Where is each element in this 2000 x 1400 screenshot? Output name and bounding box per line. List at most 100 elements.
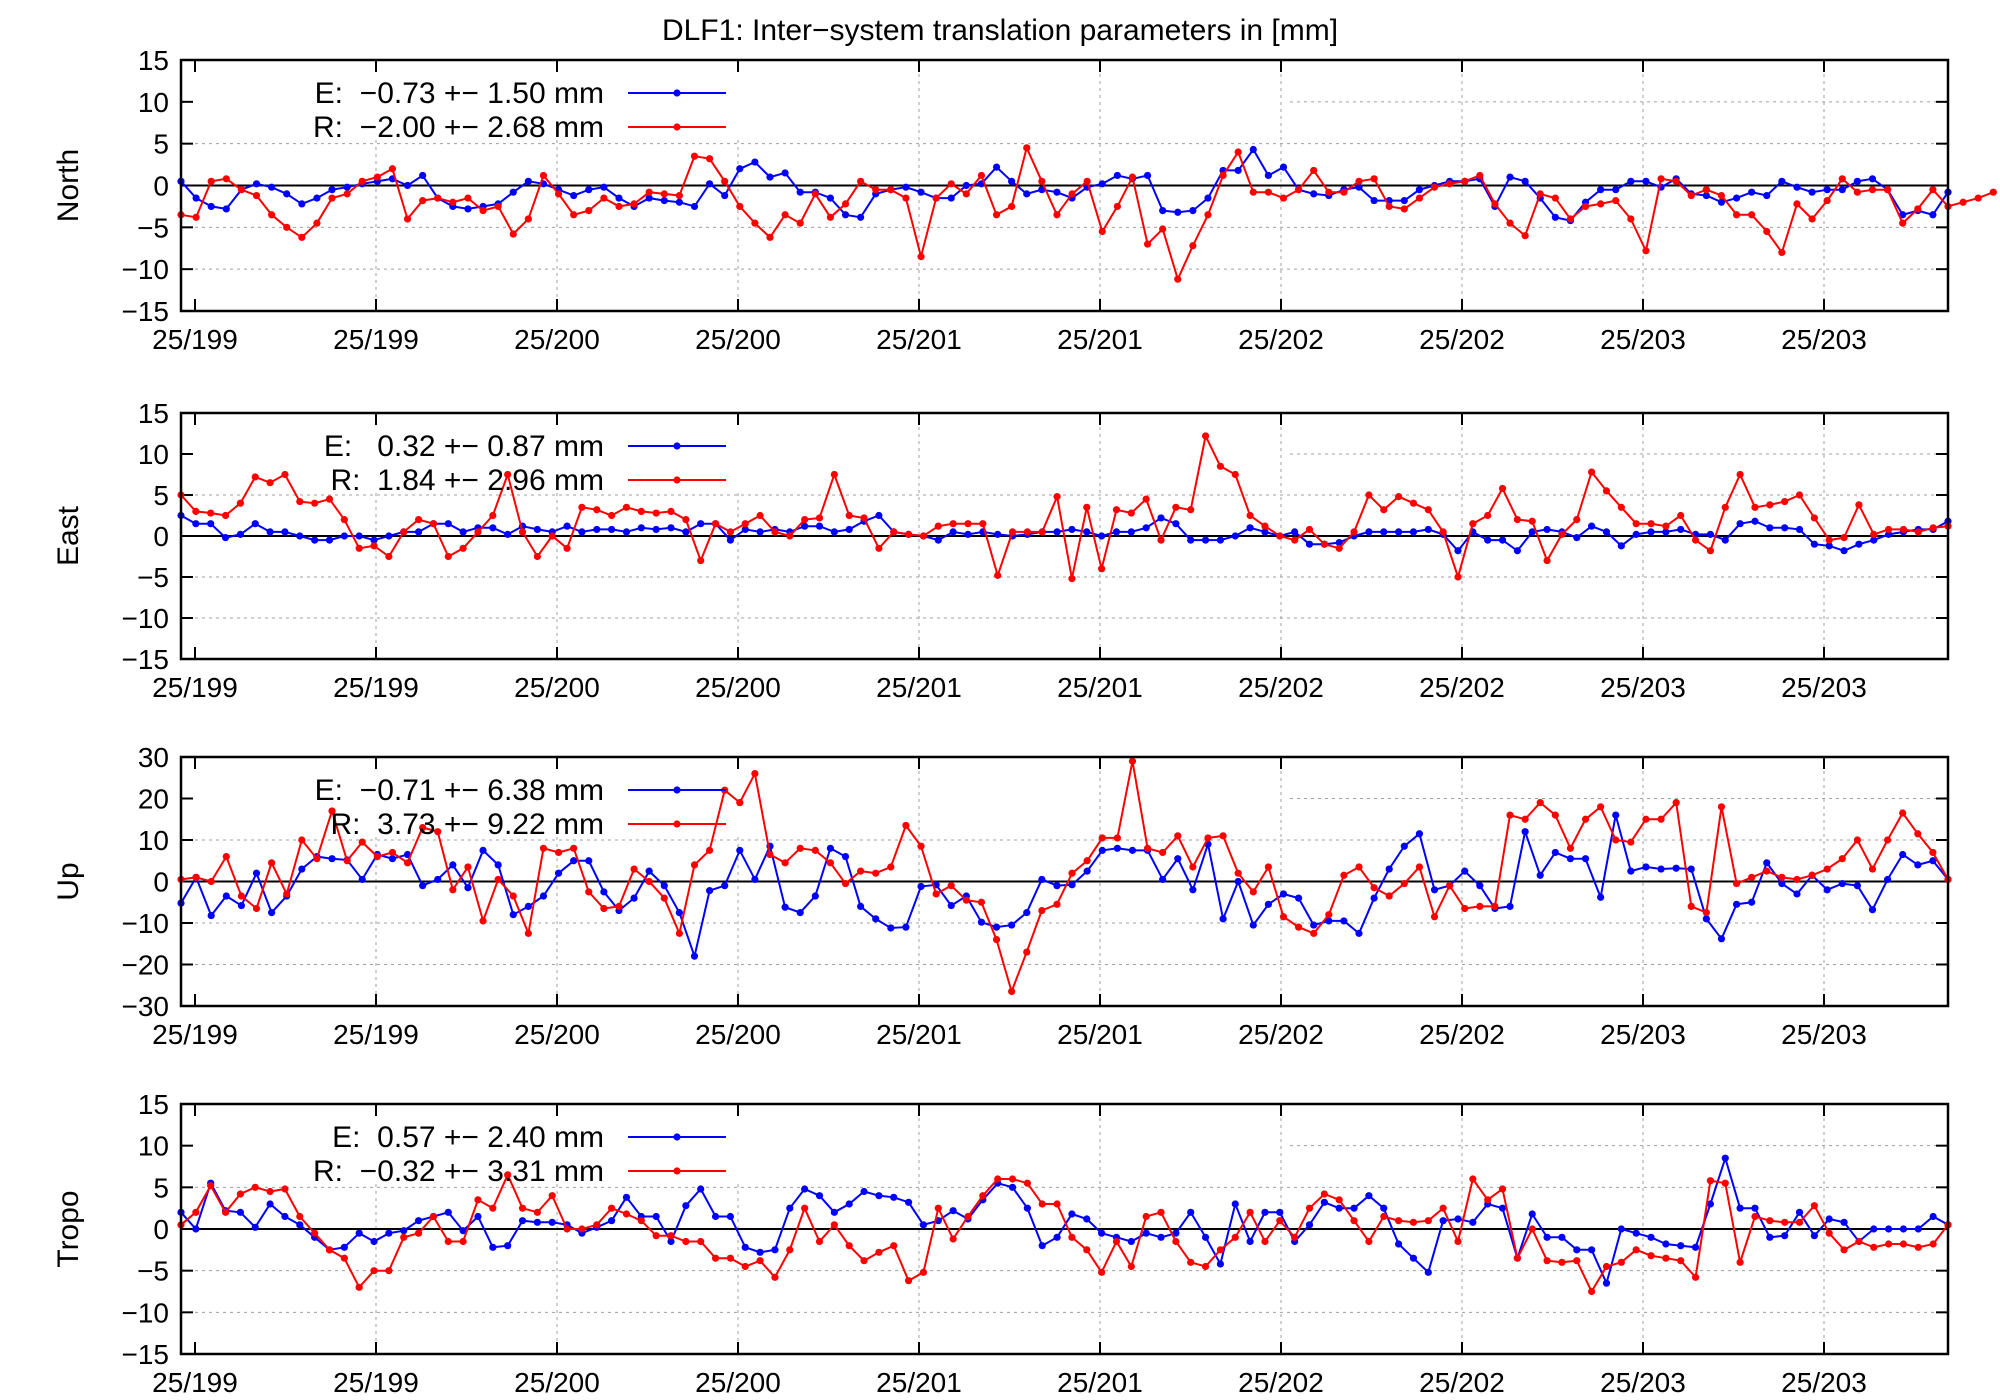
data-point — [857, 177, 865, 185]
data-point — [1400, 196, 1408, 205]
data-point — [1400, 205, 1408, 213]
data-point — [1899, 211, 1907, 219]
data-point — [682, 516, 690, 524]
data-point — [721, 882, 729, 890]
data-point — [400, 1227, 408, 1235]
data-point — [1424, 1268, 1432, 1276]
data-point — [1142, 524, 1150, 532]
data-point — [1581, 815, 1590, 823]
data-point — [1249, 921, 1257, 929]
data-point — [1083, 177, 1091, 185]
data-point — [890, 1242, 898, 1250]
data-point — [1159, 207, 1167, 215]
data-point — [1642, 863, 1650, 871]
data-point — [1840, 547, 1848, 555]
data-point — [236, 499, 244, 507]
data-point — [1566, 855, 1575, 863]
data-point — [1929, 524, 1937, 532]
data-point — [489, 511, 497, 520]
data-point — [1491, 200, 1499, 208]
data-point — [524, 929, 532, 937]
x-tick-label: 25/201 — [876, 672, 962, 703]
data-point — [298, 836, 306, 844]
data-point — [358, 838, 366, 846]
data-point — [1113, 171, 1121, 180]
data-point — [459, 1227, 467, 1235]
data-point — [919, 1221, 928, 1229]
data-point — [1778, 248, 1786, 257]
data-point — [949, 1207, 957, 1215]
data-point — [266, 479, 274, 487]
data-point — [1506, 173, 1514, 181]
x-tick-label: 25/202 — [1419, 672, 1505, 703]
data-point — [1335, 1196, 1343, 1204]
data-point — [771, 1273, 779, 1281]
data-point — [1112, 1237, 1121, 1246]
data-point — [992, 936, 1001, 944]
data-point — [766, 850, 774, 859]
data-point — [1778, 873, 1786, 881]
data-point — [1868, 175, 1877, 183]
data-point — [1068, 575, 1076, 583]
data-point — [994, 1175, 1002, 1183]
data-point — [494, 861, 502, 869]
data-point — [509, 188, 517, 196]
data-point — [459, 1237, 467, 1246]
data-point — [1602, 1262, 1611, 1271]
data-point — [949, 528, 957, 536]
data-point — [1868, 865, 1877, 873]
legend-marker — [673, 123, 681, 131]
x-tick-label: 25/200 — [514, 324, 600, 355]
data-point — [1246, 511, 1254, 520]
data-point — [385, 1267, 393, 1275]
data-point — [489, 1204, 497, 1212]
data-point — [1883, 875, 1892, 884]
data-point — [1380, 1204, 1388, 1212]
data-point — [1484, 511, 1492, 520]
data-point — [311, 536, 319, 544]
data-point — [1778, 879, 1786, 888]
x-tick-label: 25/202 — [1238, 324, 1324, 355]
series-e — [177, 1154, 1952, 1287]
data-point — [1536, 799, 1544, 807]
data-point — [464, 884, 472, 892]
legend-entry-label: E: −0.73 +− 1.50 mm — [315, 77, 604, 110]
data-point — [977, 898, 986, 906]
data-point — [1201, 432, 1210, 440]
data-point — [1781, 1218, 1789, 1226]
data-point — [947, 882, 955, 890]
data-point — [1642, 177, 1650, 185]
data-point — [1068, 1210, 1076, 1218]
data-point — [1053, 1233, 1061, 1241]
data-point — [1172, 520, 1180, 528]
data-point — [1038, 186, 1046, 194]
y-axis-label: Up — [52, 862, 85, 900]
data-point — [1053, 882, 1061, 890]
data-point — [489, 524, 497, 532]
data-point — [1394, 1217, 1403, 1225]
data-point — [434, 875, 442, 884]
data-point — [962, 190, 970, 198]
y-tick-label: 10 — [138, 439, 169, 470]
y-tick-label: −10 — [122, 603, 170, 634]
data-point — [192, 520, 200, 528]
data-point — [570, 191, 578, 200]
data-point — [593, 506, 601, 514]
data-point — [756, 1257, 764, 1265]
data-point — [645, 188, 653, 196]
legend-marker — [673, 476, 681, 484]
data-point — [1870, 1243, 1878, 1251]
data-point — [994, 571, 1002, 579]
data-point — [726, 528, 735, 536]
data-point — [1647, 1252, 1655, 1260]
data-point — [830, 528, 838, 536]
data-point — [283, 190, 291, 198]
data-point — [872, 915, 880, 923]
data-point — [690, 861, 699, 869]
data-point — [570, 844, 578, 852]
legend-entry-label: R: −2.00 +− 2.68 mm — [313, 111, 604, 144]
data-point — [207, 877, 215, 886]
data-point — [1581, 202, 1590, 211]
data-point — [1521, 828, 1529, 836]
x-tick-label: 25/203 — [1781, 672, 1867, 703]
